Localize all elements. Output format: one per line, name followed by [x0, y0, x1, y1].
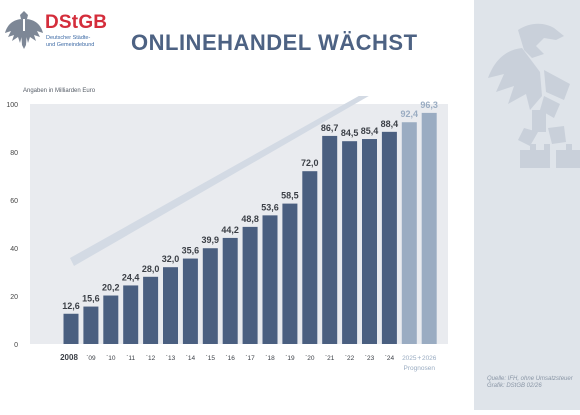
bar-value-label: 20,2 [102, 283, 120, 293]
chart-title: ONLINEHANDEL WÄCHST [131, 30, 418, 55]
x-tick-label: `16 [225, 355, 235, 362]
bar [302, 171, 318, 344]
bar [421, 112, 437, 344]
x-tick-label: 2026 [422, 355, 437, 362]
bar-value-label: 85,4 [361, 126, 379, 136]
bar-value-label: 44,2 [221, 225, 239, 235]
bar-value-label: 12,6 [62, 301, 80, 311]
bar [322, 135, 338, 344]
forecast-plus-label: + [417, 355, 421, 362]
bar-value-label: 53,6 [261, 202, 279, 212]
brand-subtitle-line1: Deutscher Städte- [46, 35, 91, 41]
bar-value-label: 32,0 [162, 254, 180, 264]
x-tick-label: `15 [206, 355, 216, 362]
y-tick-label: 40 [10, 246, 18, 253]
bar [182, 258, 198, 344]
eagle-logo-icon [5, 11, 43, 49]
x-tick-label: `17 [245, 355, 255, 362]
bar [163, 267, 178, 344]
x-tick-label: 2025 [402, 355, 417, 362]
bar [262, 215, 278, 344]
bar-value-label: 72,0 [301, 158, 319, 168]
x-tick-label: `20 [305, 355, 315, 362]
x-tick-label: 2008 [60, 353, 78, 362]
bar [202, 248, 218, 344]
bar [123, 285, 139, 344]
y-tick-label: 100 [6, 102, 18, 109]
x-tick-label: `19 [285, 355, 295, 362]
bar-value-label: 92,4 [401, 109, 419, 119]
bar [362, 139, 377, 344]
bar-value-label: 28,0 [142, 264, 160, 274]
bar [242, 226, 258, 344]
bar-value-label: 39,9 [202, 235, 220, 245]
bar-value-label: 88,4 [381, 119, 399, 129]
x-tick-label: `10 [106, 355, 116, 362]
x-tick-label: `24 [385, 355, 395, 362]
x-tick-label: `18 [265, 355, 275, 362]
x-tick-label: `22 [345, 355, 355, 362]
bar [401, 122, 417, 345]
bar-value-label: 86,7 [321, 123, 339, 133]
plot-background [30, 104, 448, 344]
x-tick-label: `09 [86, 355, 96, 362]
bar [143, 276, 159, 344]
source-note-line1: Quelle: IFH, ohne Umsatzsteuer [487, 376, 573, 382]
brand-subtitle-line2: und Gemeindebund [46, 42, 95, 48]
decorative-sidebar [474, 0, 580, 410]
x-tick-label: `14 [186, 355, 196, 362]
bar [63, 313, 79, 344]
y-tick-label: 60 [10, 198, 18, 205]
bar-value-label: 24,4 [122, 272, 140, 282]
bar-value-label: 35,6 [182, 246, 200, 256]
brand-name: DStGB [45, 12, 108, 33]
y-tick-label: 80 [10, 150, 18, 157]
y-axis-label: Angaben in Milliarden Euro [23, 88, 96, 94]
x-tick-label: `21 [325, 355, 335, 362]
x-tick-label: `13 [166, 355, 176, 362]
brand-subtitle: Deutscher Städte- und Gemeindebund [46, 35, 116, 49]
bar [103, 295, 119, 344]
bar [381, 131, 397, 344]
y-tick-label: 20 [10, 294, 18, 301]
bar [83, 306, 99, 344]
trend-arrow [70, 96, 369, 266]
x-tick-label: `23 [365, 355, 375, 362]
x-tick-label: `11 [126, 355, 135, 362]
bar-value-label: 15,6 [82, 294, 100, 304]
eagle-emblem-icon [488, 23, 580, 168]
bar [222, 237, 238, 344]
source-note: Quelle: IFH, ohne Umsatzsteuer Grafik: D… [487, 376, 575, 390]
y-tick-label: 0 [14, 342, 18, 349]
source-note-line2: Grafik: DStGB 02/26 [487, 383, 542, 389]
x-tick-label: `12 [146, 355, 156, 362]
bar-value-label: 48,8 [241, 214, 259, 224]
bar-value-label: 96,3 [420, 100, 438, 110]
bar [342, 141, 358, 344]
bar-value-label: 84,5 [341, 128, 359, 138]
bar-chart: 0 20 40 60 80 100 12,615,620,224,428,032,035,… [6, 96, 448, 372]
bar-value-label: 58,5 [281, 191, 299, 201]
bar [282, 203, 298, 344]
forecast-label: Prognosen [404, 365, 436, 372]
